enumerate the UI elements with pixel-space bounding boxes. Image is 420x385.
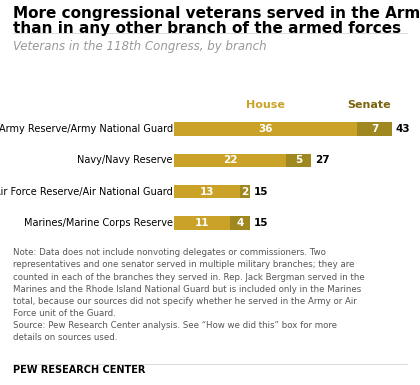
Bar <box>240 185 250 198</box>
Text: Air Force/Air Force Reserve/Air National Guard: Air Force/Air Force Reserve/Air National… <box>0 187 173 197</box>
Text: 43: 43 <box>396 124 410 134</box>
Text: 15: 15 <box>254 187 268 197</box>
Text: than in any other branch of the armed forces: than in any other branch of the armed fo… <box>13 21 401 36</box>
Text: 5: 5 <box>295 156 302 165</box>
Text: Navy/Navy Reserve: Navy/Navy Reserve <box>77 156 173 165</box>
Bar <box>174 216 230 229</box>
Text: 11: 11 <box>195 218 210 228</box>
Text: 4: 4 <box>236 218 244 228</box>
Text: Senate: Senate <box>348 100 391 110</box>
Text: Veterans in the 118th Congress, by branch: Veterans in the 118th Congress, by branc… <box>13 40 266 54</box>
Text: 2: 2 <box>241 187 249 197</box>
Text: 22: 22 <box>223 156 237 165</box>
Text: PEW RESEARCH CENTER: PEW RESEARCH CENTER <box>13 365 145 375</box>
Text: 27: 27 <box>315 156 329 165</box>
Text: 7: 7 <box>371 124 378 134</box>
Text: Marines/Marine Corps Reserve: Marines/Marine Corps Reserve <box>24 218 173 228</box>
Text: Army/Army Reserve/Army National Guard: Army/Army Reserve/Army National Guard <box>0 124 173 134</box>
Text: More congressional veterans served in the Army: More congressional veterans served in th… <box>13 6 420 21</box>
Bar <box>174 154 286 167</box>
Bar <box>286 154 311 167</box>
Bar <box>174 122 357 136</box>
Bar <box>357 122 392 136</box>
Text: 15: 15 <box>254 218 268 228</box>
Text: 36: 36 <box>258 124 273 134</box>
Bar <box>174 185 240 198</box>
Text: Note: Data does not include nonvoting delegates or commissioners. Two
representa: Note: Data does not include nonvoting de… <box>13 248 365 342</box>
Text: 13: 13 <box>200 187 215 197</box>
Text: House: House <box>246 100 285 110</box>
Bar <box>230 216 250 229</box>
